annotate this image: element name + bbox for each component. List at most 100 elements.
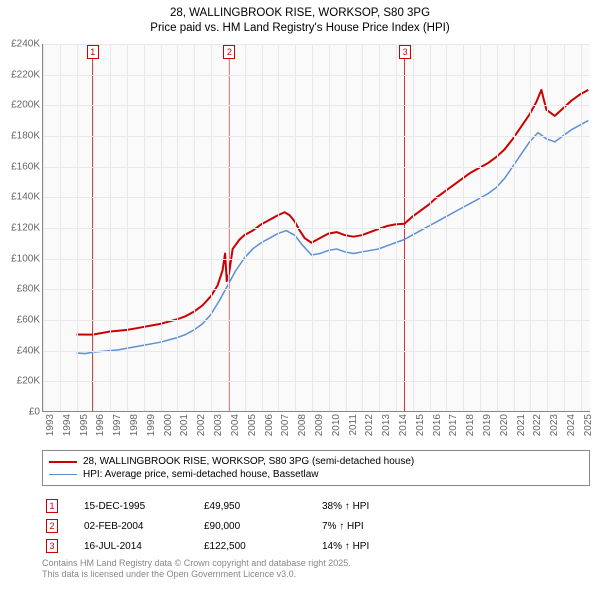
legend-label: HPI: Average price, semi-detached house,… [83,469,319,480]
gridline-horizontal [43,105,590,106]
gridline-horizontal [43,75,590,76]
gridline-vertical [497,44,498,411]
x-tick-label: 2011 [348,414,359,436]
event-row: 202-FEB-2004£90,0007% ↑ HPI [42,516,590,536]
x-tick-label: 2012 [364,414,375,436]
event-price: £49,950 [204,501,314,512]
gridline-horizontal [43,259,590,260]
gridline-vertical [245,44,246,411]
x-tick-label: 2002 [196,414,207,436]
gridline-horizontal [43,197,590,198]
gridline-horizontal [43,381,590,382]
y-tick-label: £220K [0,69,40,80]
x-tick-label: 2004 [230,414,241,436]
gridline-horizontal [43,136,590,137]
x-tick-label: 2005 [247,414,258,436]
gridline-vertical [278,44,279,411]
x-tick-label: 1996 [95,414,106,436]
event-price: £90,000 [204,521,314,532]
gridline-vertical [262,44,263,411]
plot-area: 123 [42,44,590,412]
event-table: 115-DEC-1995£49,95038% ↑ HPI202-FEB-2004… [42,496,590,556]
gridline-vertical [177,44,178,411]
x-tick-label: 2010 [331,414,342,436]
gridline-vertical [144,44,145,411]
event-date: 16-JUL-2014 [66,541,196,552]
x-tick-label: 1995 [79,414,90,436]
y-tick-label: £60K [0,315,40,326]
gridline-vertical [329,44,330,411]
gridline-horizontal [43,320,590,321]
x-tick-label: 2014 [398,414,409,436]
gridline-vertical [514,44,515,411]
event-row: 3 16-JUL-2014 £122,500 14% ↑ HPI [42,536,590,556]
series-hpi [77,120,589,353]
gridline-vertical [581,44,582,411]
gridline-vertical [312,44,313,411]
x-tick-label: 1999 [146,414,157,436]
x-tick-label: 2009 [314,414,325,436]
x-tick-label: 2025 [583,414,594,436]
y-tick-label: £240K [0,39,40,50]
legend: 28, WALLINGBROOK RISE, WORKSOP, S80 3PG … [42,450,590,486]
event-pct: 7% ↑ HPI [322,521,442,532]
gridline-horizontal [43,351,590,352]
chart-title: 28, WALLINGBROOK RISE, WORKSOP, S80 3PG … [0,0,600,36]
legend-swatch [49,461,77,463]
y-tick-label: £160K [0,161,40,172]
x-tick-label: 1993 [45,414,56,436]
x-tick-label: 2019 [482,414,493,436]
x-tick-label: 2023 [549,414,560,436]
footer-line-1: Contains HM Land Registry data © Crown c… [42,558,351,569]
chart-marker: 3 [399,45,411,59]
y-tick-label: £200K [0,100,40,111]
gridline-vertical [110,44,111,411]
y-tick-label: £140K [0,192,40,203]
gridline-horizontal [43,167,590,168]
event-pct: 14% ↑ HPI [322,541,442,552]
event-price: £122,500 [204,541,314,552]
gridline-horizontal [43,289,590,290]
gridline-vertical [362,44,363,411]
gridline-vertical [194,44,195,411]
gridline-vertical [211,44,212,411]
y-tick-label: £100K [0,253,40,264]
gridline-vertical [430,44,431,411]
x-tick-label: 2022 [532,414,543,436]
gridline-vertical [413,44,414,411]
gridline-vertical [480,44,481,411]
y-tick-label: £120K [0,223,40,234]
gridline-horizontal [43,228,590,229]
y-tick-label: £20K [0,376,40,387]
y-tick-label: £80K [0,284,40,295]
gridline-vertical [295,44,296,411]
gridline-vertical [346,44,347,411]
event-marker: 3 [46,539,58,553]
legend-item: 28, WALLINGBROOK RISE, WORKSOP, S80 3PG … [49,455,583,468]
gridline-vertical [127,44,128,411]
y-tick-label: £180K [0,131,40,142]
event-marker: 1 [46,499,58,513]
title-line-2: Price paid vs. HM Land Registry's House … [0,21,600,36]
x-tick-label: 1997 [112,414,123,436]
x-tick-label: 1998 [129,414,140,436]
x-tick-label: 2006 [264,414,275,436]
x-tick-label: 2003 [213,414,224,436]
event-marker: 2 [46,519,58,533]
series-price_paid [77,90,589,335]
x-tick-label: 2000 [163,414,174,436]
event-date: 15-DEC-1995 [66,501,196,512]
gridline-horizontal [43,44,590,45]
gridline-vertical [43,44,44,411]
chart-marker: 2 [223,45,235,59]
legend-swatch [49,474,77,475]
x-tick-label: 2020 [499,414,510,436]
chart-container: 28, WALLINGBROOK RISE, WORKSOP, S80 3PG … [0,0,600,590]
gridline-vertical [379,44,380,411]
legend-item: HPI: Average price, semi-detached house,… [49,468,583,481]
x-tick-label: 2001 [179,414,190,436]
gridline-vertical [77,44,78,411]
gridline-vertical [564,44,565,411]
gridline-vertical [396,44,397,411]
x-tick-label: 2016 [432,414,443,436]
